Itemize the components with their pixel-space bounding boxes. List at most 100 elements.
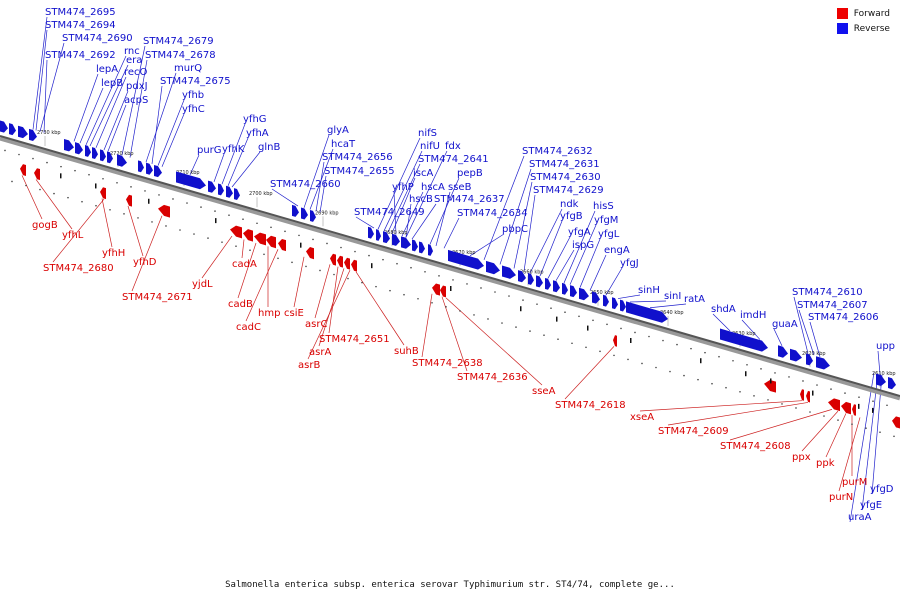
- reverse-gene-label[interactable]: imdH: [740, 310, 766, 321]
- reverse-gene-label[interactable]: yfhP: [392, 182, 414, 193]
- reverse-gene[interactable]: [806, 353, 813, 366]
- reverse-gene-label[interactable]: yfhK: [222, 144, 245, 155]
- reverse-gene-label[interactable]: yfhA: [246, 128, 269, 139]
- reverse-gene-label[interactable]: STM474_2656: [322, 152, 393, 163]
- forward-gene-label[interactable]: yfhL: [62, 230, 84, 241]
- forward-gene[interactable]: [254, 232, 266, 246]
- reverse-gene-label[interactable]: uraA: [848, 512, 872, 523]
- forward-gene[interactable]: [892, 416, 900, 429]
- forward-gene-label[interactable]: yjdL: [192, 279, 213, 290]
- reverse-gene[interactable]: [292, 204, 299, 217]
- forward-gene-label[interactable]: yfhH: [102, 248, 125, 259]
- reverse-gene-label[interactable]: guaA: [772, 319, 798, 330]
- forward-gene-label[interactable]: STM474_2618: [555, 400, 626, 411]
- reverse-gene-label[interactable]: glyA: [327, 125, 349, 136]
- reverse-gene-label[interactable]: glnB: [258, 142, 280, 153]
- reverse-gene[interactable]: [528, 273, 534, 285]
- reverse-gene[interactable]: [117, 154, 127, 167]
- reverse-gene-label[interactable]: purG: [197, 145, 222, 156]
- reverse-gene-label[interactable]: rnc: [124, 46, 140, 57]
- forward-gene[interactable]: [351, 259, 357, 272]
- reverse-gene-label[interactable]: STM474_2678: [145, 50, 216, 61]
- reverse-gene-label[interactable]: era: [126, 55, 142, 66]
- reverse-gene-label[interactable]: yfgD: [870, 484, 894, 495]
- forward-gene-label[interactable]: xseA: [630, 412, 654, 423]
- forward-gene-label[interactable]: ppk: [816, 458, 835, 469]
- reverse-gene-label[interactable]: pbpC: [502, 224, 528, 235]
- reverse-gene-label[interactable]: nifS: [418, 128, 437, 139]
- forward-gene-label[interactable]: csiE: [284, 308, 304, 319]
- reverse-gene[interactable]: [570, 285, 577, 298]
- forward-gene-label[interactable]: STM474_2671: [122, 292, 193, 303]
- reverse-gene-label[interactable]: yfgM: [594, 215, 618, 226]
- reverse-gene[interactable]: [486, 260, 500, 275]
- forward-gene-label[interactable]: STM474_2636: [457, 372, 528, 383]
- reverse-gene[interactable]: [138, 160, 144, 173]
- forward-gene[interactable]: [841, 401, 851, 415]
- reverse-gene[interactable]: [29, 128, 37, 142]
- forward-gene-label[interactable]: suhB: [394, 346, 419, 357]
- forward-gene-label[interactable]: ppx: [792, 452, 811, 463]
- forward-gene[interactable]: [764, 379, 776, 393]
- reverse-gene[interactable]: [612, 297, 618, 310]
- forward-gene[interactable]: [230, 225, 242, 239]
- forward-gene[interactable]: [278, 238, 286, 252]
- reverse-gene[interactable]: [9, 123, 16, 136]
- forward-gene[interactable]: [440, 285, 446, 298]
- reverse-gene-label[interactable]: sinH: [638, 285, 660, 296]
- reverse-gene[interactable]: [75, 142, 83, 155]
- forward-gene[interactable]: [613, 335, 617, 347]
- forward-gene[interactable]: [266, 235, 276, 249]
- forward-gene-label[interactable]: asrC: [305, 319, 327, 330]
- forward-gene-label[interactable]: STM474_2609: [658, 426, 729, 437]
- reverse-gene-label[interactable]: pepB: [457, 168, 483, 179]
- reverse-gene[interactable]: [0, 120, 8, 133]
- reverse-gene[interactable]: [545, 277, 551, 290]
- reverse-gene-label[interactable]: acpS: [124, 95, 148, 106]
- forward-gene-label[interactable]: cadB: [228, 299, 253, 310]
- reverse-gene-label[interactable]: ndk: [560, 199, 579, 210]
- reverse-gene[interactable]: [536, 275, 543, 288]
- reverse-gene-label[interactable]: STM474_2679: [143, 36, 214, 47]
- reverse-gene-label[interactable]: STM474_2610: [792, 287, 863, 298]
- forward-gene[interactable]: [20, 164, 26, 177]
- reverse-gene-label[interactable]: murQ: [174, 63, 202, 74]
- reverse-gene[interactable]: [502, 265, 516, 279]
- reverse-gene[interactable]: [176, 171, 206, 190]
- reverse-gene-label[interactable]: STM474_2641: [418, 154, 489, 165]
- reverse-gene[interactable]: [816, 356, 830, 370]
- reverse-gene-label[interactable]: lepA: [96, 64, 118, 75]
- forward-gene-label[interactable]: STM474_2680: [43, 263, 114, 274]
- forward-gene-label[interactable]: STM474_2651: [319, 334, 390, 345]
- forward-gene-label[interactable]: hmp: [258, 308, 280, 319]
- reverse-gene[interactable]: [720, 328, 768, 352]
- forward-gene[interactable]: [828, 398, 840, 412]
- reverse-gene[interactable]: [100, 149, 106, 162]
- forward-gene[interactable]: [337, 255, 343, 268]
- forward-gene[interactable]: [800, 389, 804, 401]
- forward-gene[interactable]: [243, 229, 253, 242]
- reverse-gene[interactable]: [92, 147, 98, 159]
- forward-gene[interactable]: [100, 187, 106, 200]
- reverse-gene[interactable]: [85, 145, 91, 157]
- forward-gene-label[interactable]: STM474_2638: [412, 358, 483, 369]
- reverse-gene[interactable]: [376, 229, 381, 241]
- forward-gene[interactable]: [432, 283, 440, 296]
- reverse-gene-label[interactable]: hisS: [593, 201, 614, 212]
- reverse-gene-label[interactable]: nifU: [420, 141, 440, 152]
- forward-gene[interactable]: [306, 247, 314, 260]
- reverse-gene[interactable]: [778, 345, 788, 358]
- reverse-gene[interactable]: [154, 164, 162, 178]
- forward-gene[interactable]: [126, 194, 132, 207]
- reverse-gene[interactable]: [64, 138, 74, 152]
- reverse-gene-label[interactable]: STM474_2695: [45, 7, 116, 18]
- reverse-gene[interactable]: [383, 231, 390, 244]
- forward-gene-label[interactable]: purN: [829, 492, 853, 503]
- reverse-gene[interactable]: [18, 125, 28, 139]
- forward-gene[interactable]: [34, 168, 40, 181]
- reverse-gene-label[interactable]: yfhb: [182, 90, 204, 101]
- reverse-gene[interactable]: [428, 244, 433, 256]
- reverse-gene[interactable]: [368, 226, 374, 239]
- reverse-gene[interactable]: [626, 301, 668, 323]
- reverse-gene[interactable]: [603, 294, 609, 307]
